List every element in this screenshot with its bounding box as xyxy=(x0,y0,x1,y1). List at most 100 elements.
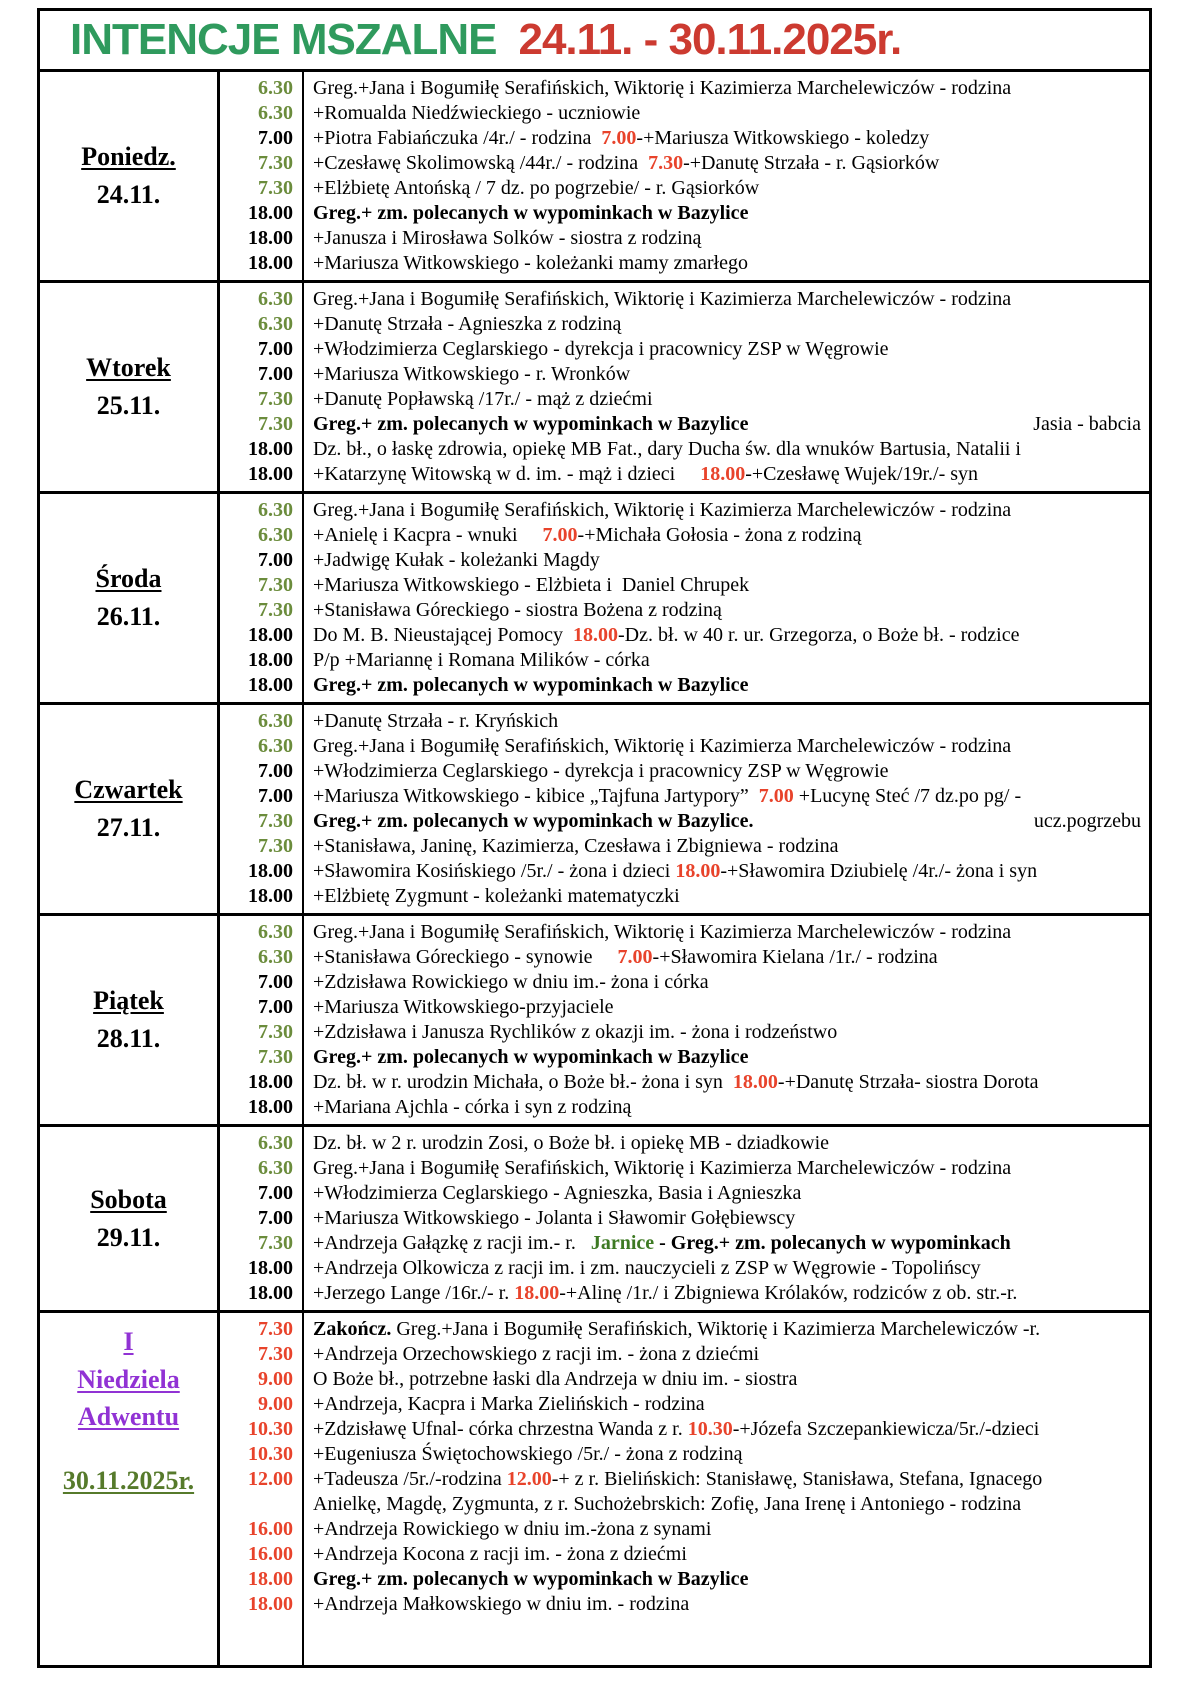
intention-segment: +Sławomira Kosińskiego /5r./ - żona i dz… xyxy=(313,860,676,882)
day-label-line: Środa xyxy=(95,564,162,594)
mass-intention: Greg.+ zm. polecanych w wypominkach w Ba… xyxy=(313,673,1141,698)
intention-segment: -+Czesławę Wujek/19r./- syn xyxy=(745,463,979,485)
mass-time: 9.00 xyxy=(258,1393,293,1415)
mass-intention: +Włodzimierza Ceglarskiego - dyrekcja i … xyxy=(313,337,1141,362)
right-note: Jasia - babcia xyxy=(1033,413,1141,435)
mass-intention: Do M. B. Nieustającej Pomocy 18.00 -Dz. b… xyxy=(313,623,1141,648)
mass-intention: +Andrzeja Gałązkę z racji im.- r. Jarnic… xyxy=(313,1231,1141,1256)
mass-time: 6.30 xyxy=(258,1157,293,1179)
mass-intention: +Jadwigę Kułak - koleżanki Magdy xyxy=(313,548,1141,573)
mass-time: 7.30 xyxy=(258,413,293,435)
intention-segment: -+Józefa Szczepankiewicza/5r./-dzieci xyxy=(732,1418,1040,1440)
day-label-line: Poniedz. xyxy=(81,142,176,172)
intention-segment: -+Mariusza Witkowskiego - koledzy xyxy=(636,127,930,149)
intention-segment: +Włodzimierza Ceglarskiego - dyrekcja i … xyxy=(313,760,889,782)
mass-time: 6.30 xyxy=(258,710,293,732)
time-column: 6.30 6.30 7.00 7.30 7.30 18.00 18.00 18.00 xyxy=(220,494,304,702)
time-column: 6.30 6.30 7.00 7.00 7.30 7.30 18.00 18.00 xyxy=(220,283,304,491)
mass-intention: +Zdzisława Rowickiego w dniu im.- żona i… xyxy=(313,970,1141,995)
intention-segment: Greg.+ zm. polecanych w wypominkach w Ba… xyxy=(313,1046,749,1068)
mass-time: 6.30 xyxy=(258,524,293,546)
mass-intention: +Danutę Popławską /17r./ - mąż z dziećmi xyxy=(313,387,1141,412)
day-label-line: Czwartek xyxy=(74,775,183,805)
intention-segment: Greg.+ zm. polecanych w wypominkach w Ba… xyxy=(313,1568,749,1590)
intention-segment: +Mariusza Witkowskiego - Jolanta i Sławo… xyxy=(313,1207,796,1229)
intention-segment: -+ z r. Bielińskich: Stanisławę, Stanisł… xyxy=(551,1468,1043,1490)
intentions-column: Greg.+Jana i Bogumiłę Serafińskich, Wikt… xyxy=(304,916,1149,1124)
mass-intention: +Andrzeja Olkowicza z racji im. i zm. na… xyxy=(313,1256,1141,1281)
mass-intention: Greg.+ zm. polecanych w wypominkach w Ba… xyxy=(313,1045,1141,1070)
day-row-sroda: Środa 26.11. 6.30 6.30 7.00 7.30 7.30 18.00 18.0… xyxy=(40,494,1149,705)
intention-segment: Greg.+Jana i Bogumiłę Serafińskich, Wikt… xyxy=(313,735,1012,757)
mass-intention: Greg.+ zm. polecanych w wypominkach w Ba… xyxy=(313,809,1141,834)
mass-intention: +Andrzeja, Kacpra i Marka Zielińskich - … xyxy=(313,1392,1141,1417)
intention-segment: 7.00 xyxy=(542,524,578,546)
mass-intention: +Romualda Niedźwieckiego - uczniowie xyxy=(313,101,1141,126)
day-label-line: I xyxy=(123,1327,134,1356)
intention-segment: +Jadwigę Kułak - koleżanki Magdy xyxy=(313,549,600,571)
mass-intention: +Danutę Strzała - Agnieszka z rodziną xyxy=(313,312,1141,337)
day-label-line: 29.11. xyxy=(96,1222,161,1252)
day-label-line: 24.11. xyxy=(96,180,161,209)
intention-segment: 7.00 xyxy=(617,946,653,968)
intention-segment: 18.00 xyxy=(732,1071,778,1093)
mass-time: 16.00 xyxy=(248,1543,293,1565)
intention-segment: 18.00 xyxy=(675,860,721,882)
mass-time: 18.00 xyxy=(248,463,293,485)
mass-time: 7.30 xyxy=(258,177,293,199)
day-label-line: Sobota xyxy=(90,1184,167,1214)
intention-segment: +Romualda Niedźwieckiego - uczniowie xyxy=(313,102,641,124)
intention-segment: Greg.+Jana i Bogumiłę Serafińskich, Wikt… xyxy=(313,921,1012,943)
mass-intention: +Zdzisławę Ufnal- córka chrzestna Wanda … xyxy=(313,1417,1141,1442)
mass-intention: Greg.+Jana i Bogumiłę Serafińskich, Wikt… xyxy=(313,734,1141,759)
mass-time: 6.30 xyxy=(258,735,293,757)
mass-time: 6.30 xyxy=(258,102,293,124)
intention-segment: +Anielę i Kacpra - wnuki xyxy=(313,524,543,546)
mass-intention: +Czesławę Skolimowską /44r./ - rodzina 7… xyxy=(313,151,1141,176)
intention-segment: +Mariusza Witkowskiego - kibice „Tajfuna… xyxy=(313,785,759,807)
mass-time: 18.00 xyxy=(248,227,293,249)
intention-segment: Dz. bł. w 2 r. urodzin Zosi, o Boże bł. … xyxy=(313,1132,830,1154)
mass-time: 18.00 xyxy=(248,1282,293,1304)
day-label: Sobota 29.11. xyxy=(40,1127,220,1310)
mass-time: 7.30 xyxy=(258,1318,293,1340)
mass-intention: +Danutę Strzała - r. Kryńskich xyxy=(313,709,1141,734)
intention-segment: +Danutę Strzała - Agnieszka z rodziną xyxy=(313,313,622,335)
day-label-line: Niedziela xyxy=(77,1364,180,1394)
intention-segment: Greg.+ zm. polecanych w wypominkach w Ba… xyxy=(313,674,749,696)
mass-time: 16.00 xyxy=(248,1518,293,1540)
mass-intention: Greg.+Jana i Bogumiłę Serafińskich, Wikt… xyxy=(313,1156,1141,1181)
intention-segment: Do M. B. Nieustającej Pomocy xyxy=(313,624,573,646)
mass-time: 7.30 xyxy=(258,1046,293,1068)
day-row-piatek: Piątek 28.11. 6.30 6.30 7.00 7.00 7.30 7.30 18.0… xyxy=(40,916,1149,1127)
intention-segment: +Andrzeja Małkowskiego w dniu im. - rodz… xyxy=(313,1593,690,1615)
intention-segment: +Andrzeja Rowickiego w dniu im.-żona z s… xyxy=(313,1518,712,1540)
intention-segment: +Włodzimierza Ceglarskiego - dyrekcja i … xyxy=(313,338,889,360)
intention-segment: +Danutę Strzała - r. Kryńskich xyxy=(313,710,559,732)
time-column: 6.30 6.30 7.00 7.00 7.30 7.30 18.00 18.00 xyxy=(220,916,304,1124)
mass-intention: +Mariusza Witkowskiego - Jolanta i Sławo… xyxy=(313,1206,1141,1231)
mass-time: 18.00 xyxy=(248,1568,293,1590)
intention-segment: +Stanisława Góreckiego - synowie xyxy=(313,946,618,968)
mass-intention: Zakończ. Greg.+Jana i Bogumiłę Serafińsk… xyxy=(313,1317,1141,1342)
intention-segment: +Elżbietę Antońską / 7 dz. po pogrzebie/… xyxy=(313,177,760,199)
intention-segment: -+Sławomira Kielana /1r./ - rodzina xyxy=(652,946,938,968)
intention-segment: Dz. bł., o łaskę zdrowia, opiekę MB Fat.… xyxy=(313,438,1021,460)
intention-segment: 12.00 xyxy=(506,1468,552,1490)
intention-segment: +Stanisława Góreckiego - siostra Bożena … xyxy=(313,599,722,621)
intention-segment: 18.00 xyxy=(572,624,618,646)
intention-segment: +Piotra Fabiańczuka /4r./ - rodzina xyxy=(313,127,602,149)
mass-time: 18.00 xyxy=(248,1593,293,1615)
intentions-column: Greg.+Jana i Bogumiłę Serafińskich, Wikt… xyxy=(304,72,1149,280)
intention-segment: P/p +Mariannę i Romana Milików - córka xyxy=(313,649,650,671)
mass-time: 7.30 xyxy=(258,388,293,410)
mass-time: 18.00 xyxy=(248,438,293,460)
mass-intention: Greg.+ zm. polecanych w wypominkach w Ba… xyxy=(313,412,1141,437)
mass-intention: Greg.+Jana i Bogumiłę Serafińskich, Wikt… xyxy=(313,498,1141,523)
intention-segment: +Andrzeja, Kacpra i Marka Zielińskich - … xyxy=(313,1393,705,1415)
title-date-range: 24.11. - 30.11.2025r. xyxy=(518,15,902,64)
mass-time: 7.30 xyxy=(258,599,293,621)
time-column: 6.30 6.30 7.00 7.00 7.30 18.00 18.00 xyxy=(220,1127,304,1310)
mass-intention: +Andrzeja Orzechowskiego z racji im. - ż… xyxy=(313,1342,1141,1367)
time-column: 7.30 7.30 9.00 9.00 10.30 10.30 12.00 16.00 16.0… xyxy=(220,1313,304,1665)
